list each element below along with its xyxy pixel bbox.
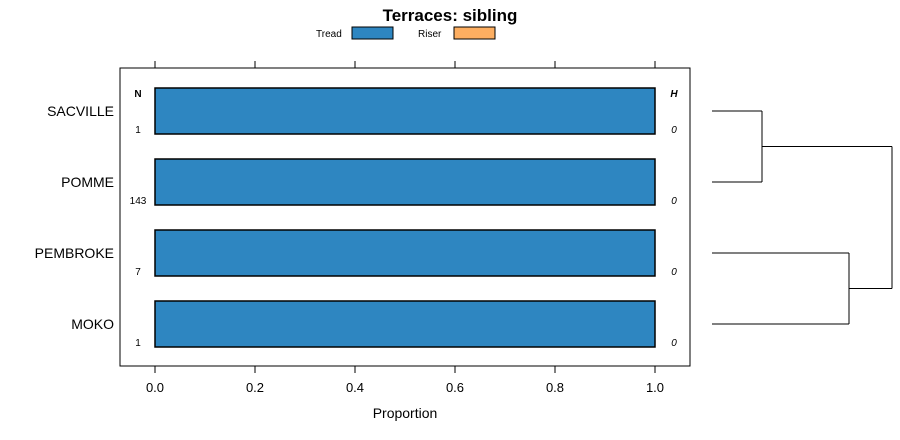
plot-frame — [119, 67, 691, 367]
bars — [154, 87, 656, 348]
n-value: 7 — [135, 267, 141, 278]
h-value: 0 — [671, 338, 677, 349]
legend-label-riser: Riser — [418, 29, 442, 40]
h-value: 0 — [671, 196, 677, 207]
x-tick-label: 0.8 — [546, 380, 564, 395]
x-tick-label: 0.2 — [246, 380, 264, 395]
h-value: 0 — [671, 125, 677, 136]
x-tick-label: 0.0 — [146, 380, 164, 395]
h-header: H — [670, 89, 678, 100]
x-axis: 0.0 0.2 0.4 0.6 0.8 1.0 — [146, 61, 664, 395]
category-label-sacville: SACVILLE — [47, 103, 114, 119]
n-value: 1 — [135, 338, 141, 349]
legend-swatch-tread — [351, 26, 394, 40]
bar-tread-sacville — [154, 87, 656, 135]
legend-swatch-riser — [453, 26, 496, 40]
n-header: N — [134, 89, 141, 100]
dendrogram — [712, 110, 893, 325]
category-label-pomme: POMME — [61, 174, 114, 190]
category-label-pembroke: PEMBROKE — [35, 245, 114, 261]
n-value: 1 — [135, 125, 141, 136]
x-tick-label: 0.4 — [346, 380, 364, 395]
category-label-moko: MOKO — [71, 316, 114, 332]
n-value: 143 — [130, 196, 147, 207]
x-tick-label: 1.0 — [646, 380, 664, 395]
bar-tread-pomme — [154, 158, 656, 206]
n-column: N 1 143 7 1 — [130, 89, 147, 349]
h-value: 0 — [671, 267, 677, 278]
bar-tread-pembroke — [154, 229, 656, 277]
x-axis-title: Proportion — [373, 405, 438, 421]
category-labels: SACVILLE POMME PEMBROKE MOKO — [35, 103, 114, 332]
legend-label-tread: Tread — [316, 29, 342, 40]
chart-title: Terraces: sibling — [383, 6, 518, 25]
x-tick-label: 0.6 — [446, 380, 464, 395]
bar-tread-moko — [154, 300, 656, 348]
h-column: H 0 0 0 0 — [670, 89, 678, 349]
legend: Tread Riser — [316, 26, 496, 40]
